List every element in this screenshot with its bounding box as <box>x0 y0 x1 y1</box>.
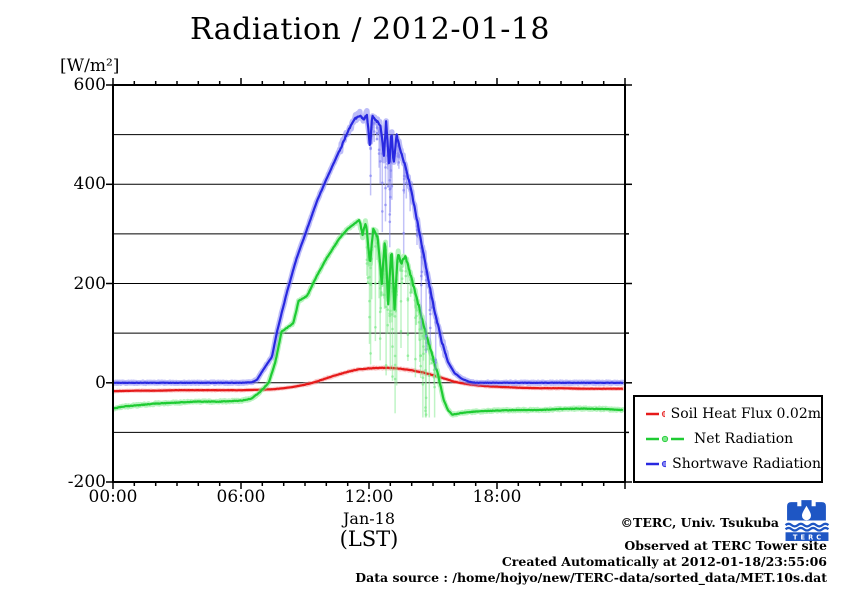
legend-item-label: Net Radiation <box>694 430 794 447</box>
logo-wave-icon <box>784 522 830 528</box>
logo-text: TERC <box>793 533 824 541</box>
legend-item-net-radiation: Net Radiation <box>644 431 821 447</box>
y-tick-label: 0 <box>95 372 106 393</box>
y-tick-label: -200 <box>67 472 106 492</box>
legend-item-shortwave-radiation: Shortwave Radiation <box>644 456 821 472</box>
logo-name-bar <box>785 532 829 541</box>
x-axis-timezone-label: (LST) <box>339 527 399 551</box>
y-tick-label: 400 <box>73 174 106 195</box>
legend-item-label: Soil Heat Flux 0.02m <box>670 405 821 422</box>
x-tick-label: 06:00 <box>216 487 266 507</box>
x-tick-label: 00:00 <box>88 487 138 507</box>
y-tick-label: 200 <box>73 273 106 294</box>
legend-line-sample-icon <box>646 435 684 443</box>
legend-line-sample-icon <box>646 410 665 417</box>
logo-wave-icon <box>784 526 830 532</box>
chart-title: Radiation / 2012-01-18 <box>189 12 551 47</box>
terc-logo-icon: TERC <box>784 500 830 541</box>
x-axis-date-label: Jan-18 <box>342 509 396 528</box>
y-axis-unit-label: [W/m²] <box>60 56 120 76</box>
logo-water-drop-icon <box>801 505 811 521</box>
legend-item-label: Shortwave Radiation <box>672 456 821 473</box>
footer-line-observed: Observed at TERC Tower site <box>624 538 827 553</box>
y-tick-label: 600 <box>73 75 106 95</box>
x-tick-label: 12:00 <box>344 487 394 507</box>
footer-line-created: Created Automatically at 2012-01-18/23:5… <box>501 554 827 569</box>
legend-item-soil-heat-flux-0-02m: Soil Heat Flux 0.02m <box>644 406 821 422</box>
legend-line-sample-icon <box>646 461 667 468</box>
legend-box: Soil Heat Flux 0.02m Net Radiation Shortwa… <box>633 395 823 483</box>
footer-line-copyright: ©TERC, Univ. Tsukuba <box>620 515 779 530</box>
footer-line-datasource: Data source : /home/hojyo/new/TERC-data/… <box>355 570 827 585</box>
x-tick-label: 18:00 <box>472 487 522 507</box>
